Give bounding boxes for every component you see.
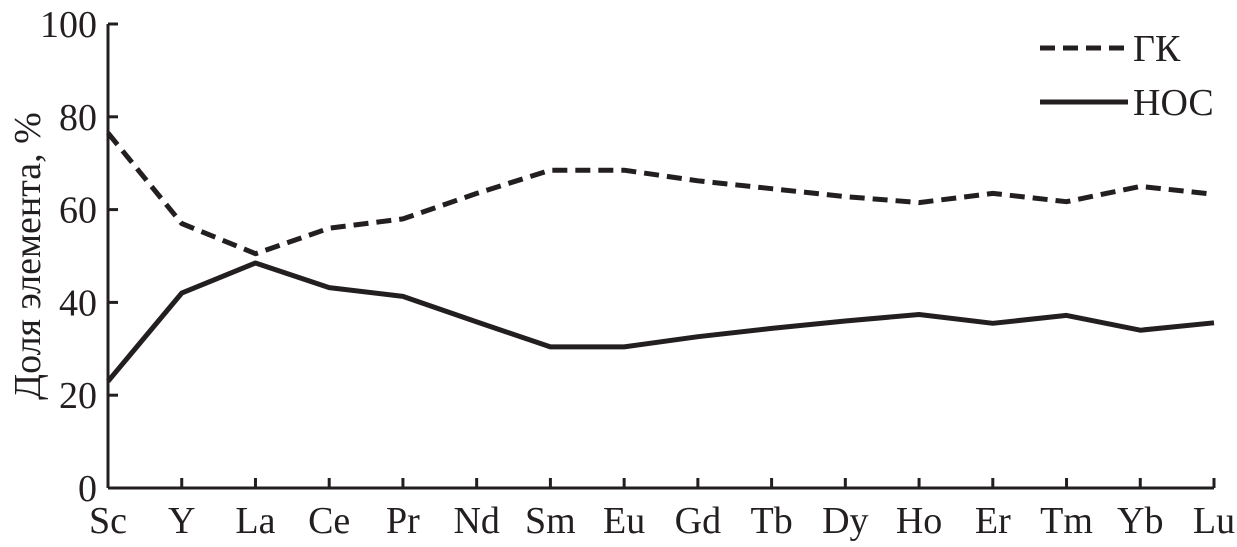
- x-tick-label: Sc: [89, 500, 127, 542]
- x-tick-label: Dy: [822, 500, 868, 542]
- x-tick-label: Nd: [453, 500, 499, 542]
- x-tick-label: Eu: [603, 500, 645, 542]
- x-tick-label: La: [235, 500, 275, 542]
- y-axis-label: Доля элемента, %: [7, 112, 49, 400]
- x-ticks: Sc Y La Ce Pr Nd Sm Eu Gd Tb Dy Ho Er Tm Yb Lu: [89, 478, 1235, 542]
- y-tick-label: 20: [59, 375, 97, 417]
- x-tick-label: Pr: [386, 500, 420, 542]
- plot-area: 0 20 40 60 80 100 Sc Y La Ce Pr Nd Sm Eu Gd Tb Dy Ho Er Tm…: [40, 4, 1235, 542]
- y-tick-label: 60: [59, 190, 97, 232]
- x-tick-label: Sm: [525, 500, 576, 542]
- legend-label-nos: НОС: [1133, 82, 1214, 124]
- x-tick-label: Y: [168, 500, 195, 542]
- y-tick-label: 0: [78, 468, 97, 510]
- x-tick-label: Er: [975, 500, 1011, 542]
- y-ticks: 0 20 40 60 80 100: [40, 4, 118, 510]
- y-tick-label: 80: [59, 97, 97, 139]
- y-tick-label: 100: [40, 4, 97, 46]
- legend: ГК НОС: [1040, 28, 1214, 124]
- x-tick-label: Ho: [896, 500, 942, 542]
- series-line-gk: [106, 131, 1215, 257]
- legend-label-gk: ГК: [1133, 28, 1181, 70]
- y-tick-label: 40: [59, 282, 97, 324]
- x-tick-label: Tm: [1040, 500, 1093, 542]
- x-tick-label: Gd: [675, 500, 721, 542]
- x-tick-label: Ce: [308, 500, 350, 542]
- x-tick-label: Tb: [750, 500, 792, 542]
- series-line-nos: [106, 260, 1215, 383]
- x-tick-label: Yb: [1117, 500, 1163, 542]
- x-tick-label: Lu: [1193, 500, 1235, 542]
- series-layer: [106, 131, 1215, 383]
